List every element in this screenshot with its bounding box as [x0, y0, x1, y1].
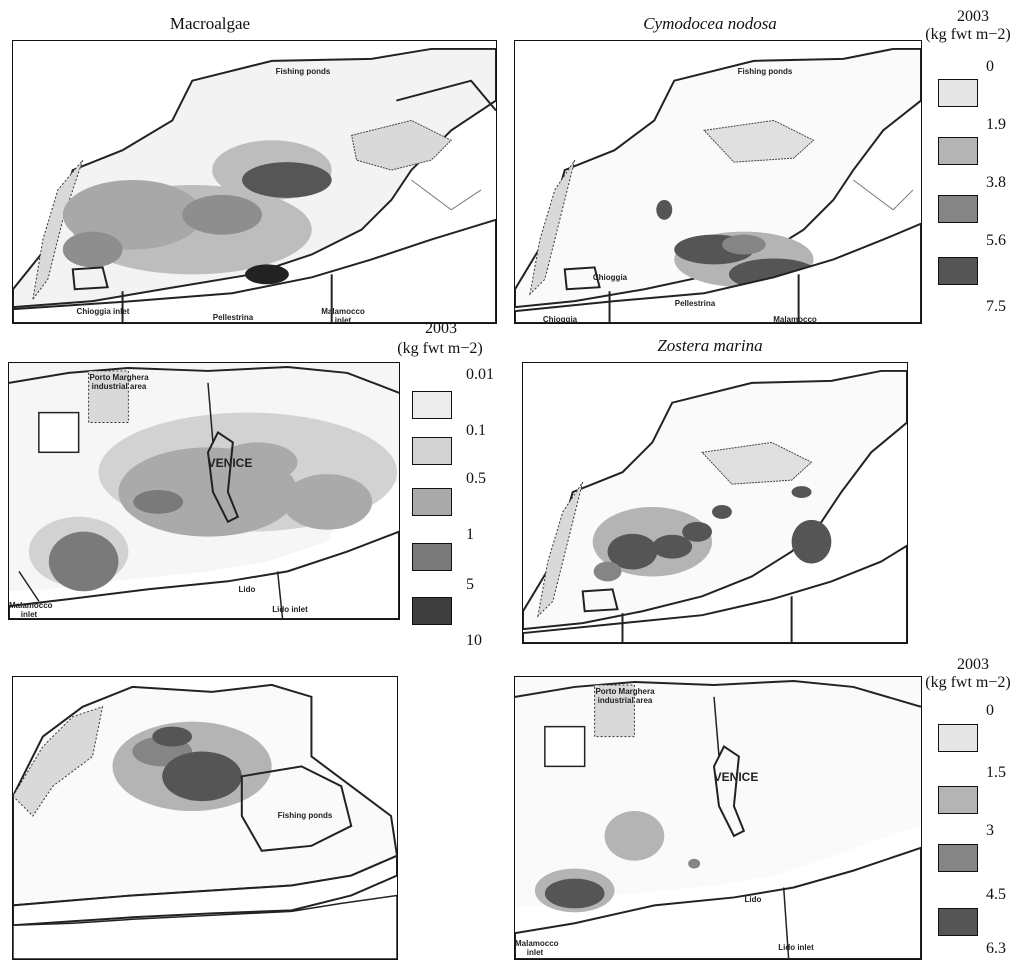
map-cymodocea-south: Fishing ponds Chioggia Pellestrina Chiog… — [514, 40, 922, 324]
legend-tick: 0.1 — [466, 422, 486, 439]
map-macroalgae-south: Fishing ponds Pellestrina Chioggia inlet… — [12, 40, 497, 324]
legend-unit: (kg fwt m−2) — [925, 674, 1011, 691]
label-malamocco-inlet: Malamocco inlet — [9, 601, 53, 619]
map-cymodocea-north: Fishing ponds — [12, 676, 398, 960]
label-lido-inlet: Lido inlet — [778, 943, 814, 952]
label-pellestrina: Pellestrina — [674, 299, 716, 308]
label-lido-inlet: Lido inlet — [272, 605, 308, 614]
label-malamocco: Malamocco inlet — [773, 315, 817, 324]
label-chioggia: Chioggia — [542, 315, 578, 324]
legend-zostera: 2003 (kg fwt m−2) 0 1.5 3 4.5 6.3 — [920, 640, 1026, 960]
legend-swatch — [938, 844, 978, 872]
legend-unit: (kg fwt m−2) — [925, 26, 1011, 43]
legend-macroalgae: 2003 (kg fwt m−2) 0.01 0.1 0.5 1 5 10 — [386, 320, 516, 660]
legend-swatch — [412, 597, 452, 625]
legend-tick: 4.5 — [986, 886, 1006, 903]
map-zostera-south — [522, 362, 908, 644]
legend-swatch — [412, 391, 452, 419]
legend-swatch — [938, 724, 978, 752]
legend-swatch — [938, 195, 978, 223]
label-malamocco-inlet: Malamocco inlet — [515, 939, 559, 957]
legend-tick: 1.9 — [986, 116, 1006, 133]
legend-tick: 5 — [466, 576, 474, 593]
label-chioggia: Chioggia — [592, 273, 628, 282]
label-porto-marghera: Porto Marghera industrial area — [595, 687, 655, 705]
title-cymodocea-nodosa: Cymodocea nodosa — [643, 14, 777, 33]
label-venice: VENICE — [713, 770, 759, 784]
label-lido: Lido — [744, 895, 762, 904]
label-porto-marghera: Porto Marghera industrial area — [89, 373, 149, 391]
legend-tick: 10 — [466, 632, 482, 649]
legend-tick: 1.5 — [986, 764, 1006, 781]
legend-swatch — [938, 257, 978, 285]
title-zostera-marina: Zostera marina — [657, 336, 763, 355]
legend-swatch — [938, 137, 978, 165]
label-fishing-ponds: Fishing ponds — [737, 67, 793, 76]
legend-swatch — [938, 79, 978, 107]
map-zostera-central: Porto Marghera industrial area VENICE Li… — [514, 676, 922, 960]
label-fishing-ponds: Fishing ponds — [275, 67, 331, 76]
title-macroalgae: Macroalgae — [169, 14, 251, 33]
label-chioggia-inlet: Chioggia inlet — [76, 307, 130, 316]
legend-unit: (kg fwt m−2) — [397, 340, 483, 357]
legend-year: 2003 — [957, 656, 989, 673]
legend-swatch — [938, 908, 978, 936]
legend-tick: 0.5 — [466, 470, 486, 487]
legend-tick: 0.01 — [466, 366, 494, 383]
legend-tick: 1 — [466, 526, 474, 543]
legend-tick: 7.5 — [986, 298, 1006, 315]
legend-swatch — [412, 437, 452, 465]
legend-swatch — [938, 786, 978, 814]
legend-tick: 3.8 — [986, 174, 1006, 191]
label-fishing-ponds: Fishing ponds — [277, 811, 333, 820]
legend-year: 2003 — [425, 320, 457, 337]
label-venice: VENICE — [207, 456, 253, 470]
legend-tick: 6.3 — [986, 940, 1006, 957]
legend-swatch — [412, 543, 452, 571]
label-malamocco-inlet: Malamocco inlet — [321, 307, 365, 324]
map-macroalgae-central: Porto Marghera industrial area VENICE Li… — [8, 362, 400, 620]
legend-tick: 5.6 — [986, 232, 1006, 249]
label-pellestrina: Pellestrina — [212, 313, 254, 322]
legend-cymodocea: 2003 (kg fwt m−2) 0 1.9 3.8 5.6 7.5 — [920, 0, 1026, 330]
legend-swatch — [412, 488, 452, 516]
legend-tick: 0 — [986, 58, 994, 75]
legend-tick: 3 — [986, 822, 994, 839]
label-lido: Lido — [238, 585, 256, 594]
legend-tick: 0 — [986, 702, 994, 719]
legend-year: 2003 — [957, 8, 989, 25]
